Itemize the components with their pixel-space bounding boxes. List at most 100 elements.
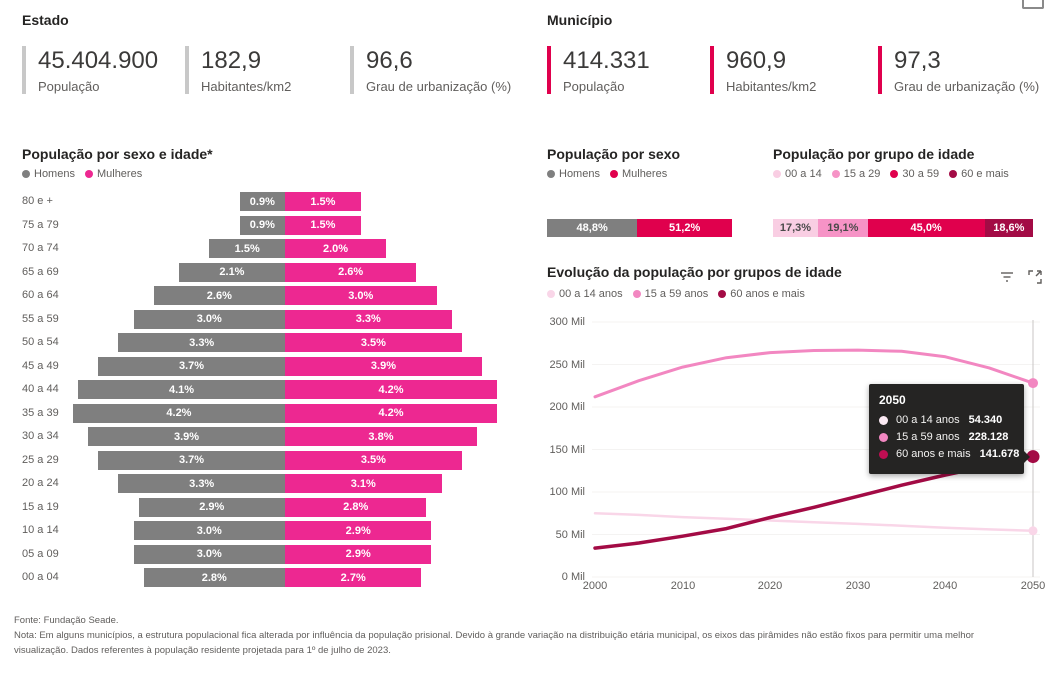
data-point-dot[interactable]: [1028, 378, 1038, 389]
legend-item[interactable]: 00 a 14: [773, 168, 822, 180]
sex-stacked-bar: 48,8% 51,2%: [547, 219, 732, 237]
men-bar[interactable]: 3.0%: [133, 309, 285, 329]
women-bar[interactable]: 3.3%: [285, 309, 452, 329]
women-bar[interactable]: 2.9%: [285, 544, 432, 564]
bar-value-label: 0.9%: [249, 219, 275, 231]
women-bar[interactable]: 3.8%: [285, 427, 477, 446]
men-bar[interactable]: 3.3%: [118, 474, 285, 493]
age-label: 25 a 29: [22, 453, 59, 466]
age-group-chart-legend: 00 a 14 15 a 29 30 a 59 60 e mais: [773, 168, 1009, 180]
x-axis-tick: 2020: [757, 580, 783, 592]
line-series-15-a-59-anos[interactable]: [593, 348, 1035, 399]
bar-value-label: 3.8%: [368, 430, 394, 443]
evolution-legend: 00 a 14 anos 15 a 59 anos 60 anos e mais: [547, 288, 805, 300]
age-label: 00 a 04: [22, 571, 59, 583]
age-label: 75 a 79: [22, 218, 59, 231]
pyramid-row: 70 a 74 1.5% 2.0%: [22, 237, 534, 261]
tooltip-arrow: [1023, 450, 1030, 464]
bar-segment-00-a-14[interactable]: 17,3%: [773, 219, 818, 237]
pyramid-row: 75 a 79 0.9% 1.5%: [22, 214, 534, 238]
men-bar[interactable]: 0.9%: [239, 192, 286, 211]
footer-note-line1: Nota: Em alguns municípios, a estrutura …: [14, 630, 975, 641]
men-bar[interactable]: 1.5%: [209, 239, 286, 258]
women-bar[interactable]: 1.5%: [285, 192, 361, 211]
men-bar[interactable]: 3.7%: [98, 356, 285, 376]
bar-value-label: 0.9%: [249, 195, 275, 208]
legend-dot-icon: [547, 170, 555, 178]
legend-item[interactable]: 30 a 59: [890, 168, 939, 180]
men-bar[interactable]: 0.9%: [239, 215, 286, 235]
tooltip-value: 54.340: [968, 414, 1003, 426]
bar-value-label: 3.5%: [360, 336, 386, 349]
men-bar[interactable]: 3.3%: [118, 333, 285, 352]
legend-item[interactable]: 15 a 59 anos: [632, 288, 708, 300]
bar-value-label: 2.8%: [201, 571, 227, 584]
bar-segment-60-e-mais[interactable]: 18,6%: [984, 219, 1033, 237]
legend-item[interactable]: 00 a 14 anos: [547, 288, 623, 300]
estado-population-card: 45.404.900 População: [22, 46, 158, 94]
stat-value: 96,6: [366, 47, 413, 74]
data-point-dot[interactable]: [1028, 526, 1038, 536]
bar-value-label: 2.9%: [345, 524, 371, 537]
women-bar[interactable]: 2.6%: [285, 262, 417, 282]
age-label: 55 a 59: [22, 312, 59, 325]
women-bar[interactable]: 2.9%: [285, 521, 432, 540]
men-bar[interactable]: 4.1%: [78, 380, 285, 399]
tooltip-value: 141.678: [979, 448, 1020, 460]
men-bar[interactable]: 3.0%: [133, 544, 285, 564]
legend-dot-icon: [84, 170, 93, 178]
women-bar[interactable]: 4.2%: [285, 380, 498, 399]
women-bar[interactable]: 2.7%: [285, 568, 422, 587]
focus-mode-icon[interactable]: [1026, 268, 1044, 286]
bar-segment-homens[interactable]: 48,8%: [547, 219, 638, 237]
bar-value-label: 2.9%: [199, 501, 225, 513]
legend-item[interactable]: 60 anos e mais: [718, 288, 805, 300]
pyramid-row: 35 a 39 4.2% 4.2%: [22, 402, 534, 426]
age-label: 70 a 74: [22, 242, 59, 254]
stat-label: População: [38, 79, 100, 94]
bar-value-label: 2.9%: [345, 548, 371, 560]
men-bar[interactable]: 2.9%: [138, 497, 285, 517]
series-dot-icon: [879, 449, 888, 459]
stat-value: 960,9: [726, 47, 787, 74]
legend-item[interactable]: Homens: [22, 168, 75, 180]
legend-dot-icon: [890, 170, 899, 178]
men-bar[interactable]: 3.7%: [98, 450, 285, 470]
women-bar[interactable]: 1.5%: [285, 215, 361, 235]
men-bar[interactable]: 2.1%: [178, 262, 285, 282]
women-bar[interactable]: 3.9%: [285, 356, 482, 376]
bar-segment-30-a-59[interactable]: 45,0%: [867, 219, 985, 237]
women-bar[interactable]: 3.5%: [285, 333, 462, 352]
men-bar[interactable]: 2.6%: [153, 286, 285, 305]
women-bar[interactable]: 3.0%: [285, 286, 437, 305]
bar-segment-15-a-29[interactable]: 19,1%: [817, 219, 868, 237]
women-bar[interactable]: 3.5%: [285, 450, 462, 470]
legend-item[interactable]: Mulheres: [84, 168, 142, 180]
women-bar[interactable]: 3.1%: [285, 474, 442, 493]
men-bar[interactable]: 4.2%: [72, 403, 285, 423]
legend-item[interactable]: 15 a 29: [831, 168, 880, 180]
line-series-00-a-14-anos[interactable]: [593, 512, 1035, 533]
visual-header-icon-partial[interactable]: [1022, 0, 1044, 9]
legend-item[interactable]: Mulheres: [609, 168, 667, 180]
legend-item[interactable]: 60 e mais: [949, 168, 1009, 180]
men-bar[interactable]: 3.9%: [88, 427, 285, 446]
men-bar[interactable]: 2.8%: [143, 568, 285, 587]
y-axis-tick: 150 Mil: [549, 444, 585, 456]
filter-icon[interactable]: [998, 268, 1016, 286]
sex-chart-title: População por sexo: [547, 146, 681, 162]
bar-segment-mulheres[interactable]: 51,2%: [637, 219, 732, 237]
bar-value-label: 2.8%: [343, 501, 369, 513]
legend-item[interactable]: Homens: [547, 168, 600, 180]
stat-value: 182,9: [201, 47, 262, 74]
age-label: 30 a 34: [22, 430, 59, 442]
women-bar[interactable]: 2.8%: [285, 497, 427, 517]
legend-dot-icon: [632, 290, 641, 298]
men-bar[interactable]: 3.0%: [133, 521, 285, 540]
age-group-stacked-bar: 17,3% 19,1% 45,0% 18,6%: [773, 219, 1033, 237]
footer-note-line2: visualização. Dados referentes à populaç…: [14, 645, 391, 656]
x-axis-tick: 2050: [1020, 580, 1046, 592]
women-bar[interactable]: 4.2%: [285, 403, 498, 423]
women-bar[interactable]: 2.0%: [285, 239, 386, 258]
bar-value-label: 3.7%: [179, 454, 205, 466]
